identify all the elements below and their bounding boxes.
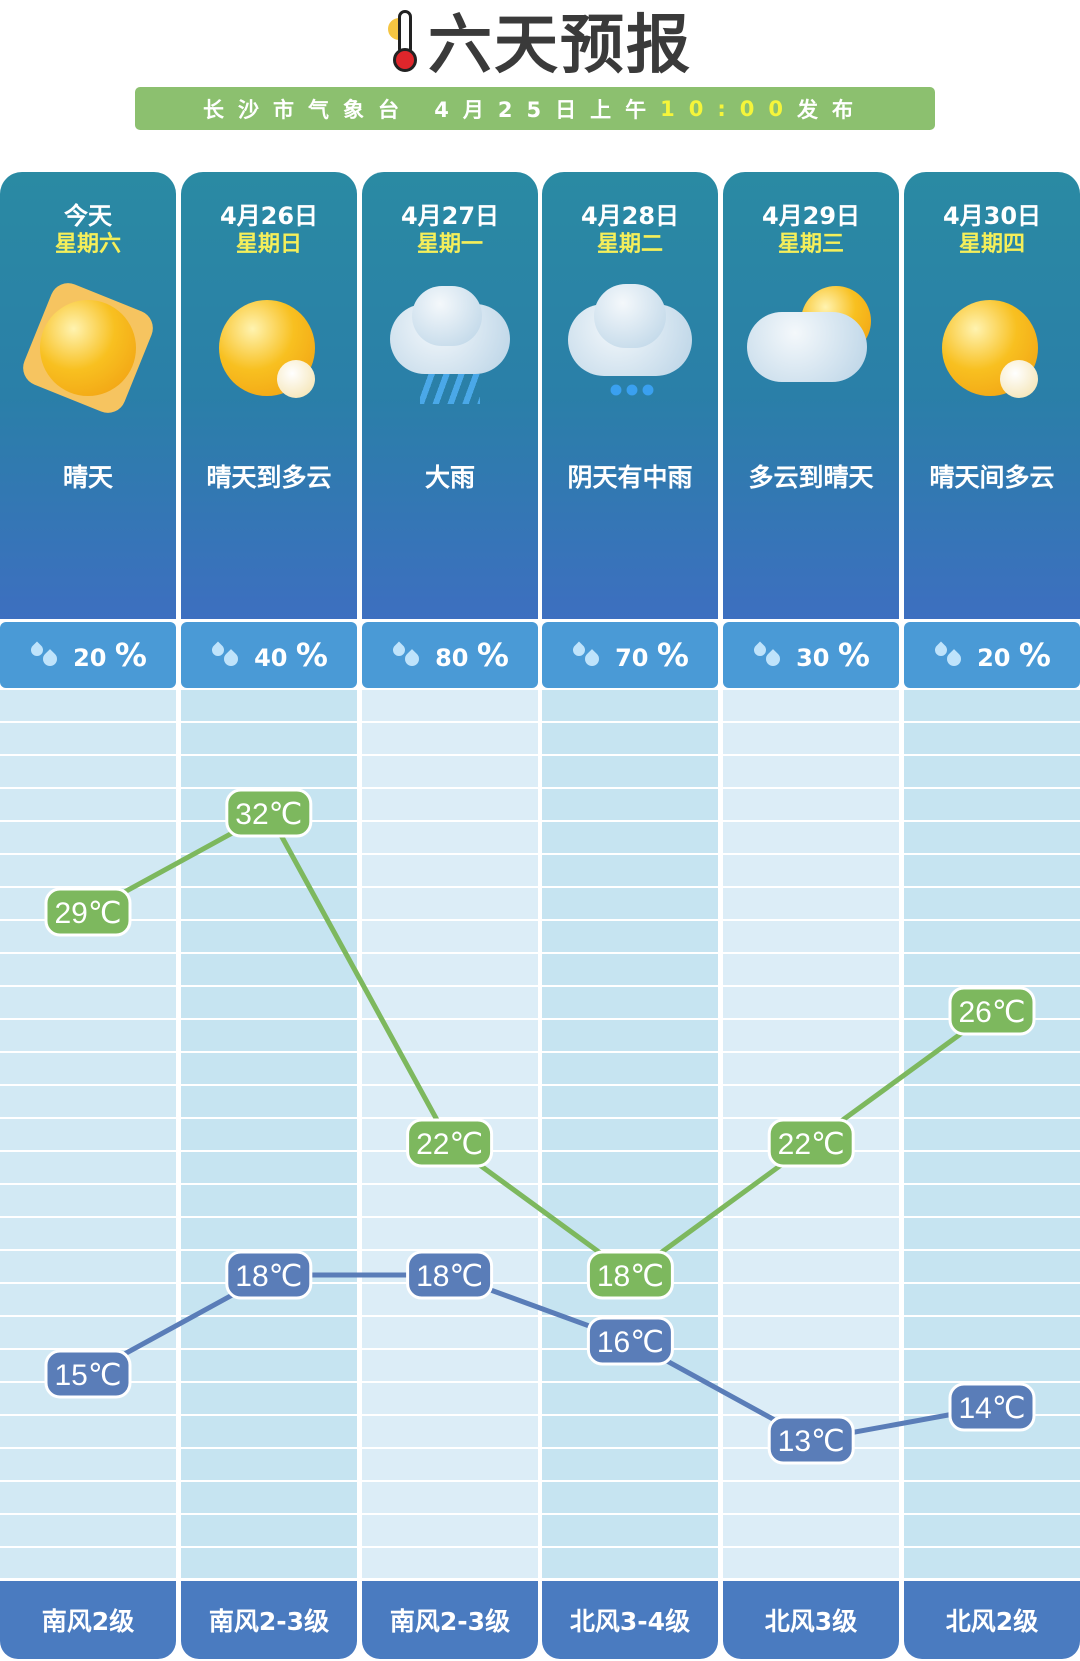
weather-description: 晴天到多云 <box>206 463 332 492</box>
percent-sign: % <box>295 636 328 674</box>
low-temp-line <box>86 1272 993 1443</box>
rain-value: 80 <box>435 644 469 672</box>
day-weekday: 星期四 <box>958 232 1025 257</box>
low-temp-label: 13℃ <box>778 1425 845 1458</box>
chart-column-bg <box>181 690 357 1578</box>
high-temp-label: 29℃ <box>54 897 121 930</box>
high-temp-label: 22℃ <box>416 1128 483 1161</box>
wind-label: 南风2-3级 <box>362 1581 538 1659</box>
weather-description: 大雨 <box>424 463 475 492</box>
high-temp-label: 26℃ <box>958 996 1025 1029</box>
day-weekday: 星期二 <box>596 232 663 257</box>
rain-value: 30 <box>796 644 830 672</box>
wind-label: 北风2级 <box>904 1581 1080 1659</box>
sun-icon <box>0 256 176 426</box>
page-title-area: 六天预报 <box>0 0 1080 83</box>
day-date: 4月26日 <box>219 202 319 230</box>
low-temp-point: 15℃ <box>44 1349 132 1399</box>
low-temp-label: 18℃ <box>416 1260 483 1293</box>
chart-column-bg <box>0 690 176 1578</box>
day-header: 4月30日 星期四 晴天间多云 <box>904 172 1080 619</box>
wind-label: 北风3级 <box>723 1581 899 1659</box>
low-temp-point: 18℃ <box>225 1250 313 1300</box>
rain-value: 70 <box>615 644 649 672</box>
thermometer-icon <box>388 8 418 72</box>
cloud-sun-icon <box>723 256 899 426</box>
weather-description: 晴天 <box>62 463 113 492</box>
sun-cloud-icon <box>181 256 357 426</box>
weather-description: 多云到晴天 <box>748 463 874 492</box>
wind-label: 北风3-4级 <box>542 1581 718 1659</box>
low-temp-point: 18℃ <box>406 1250 494 1300</box>
high-temp-line <box>86 809 994 1279</box>
percent-sign: % <box>837 636 870 674</box>
page-title: 六天预报 <box>428 9 692 83</box>
day-date: 4月27日 <box>400 202 500 230</box>
high-temp-label: 22℃ <box>778 1128 845 1161</box>
low-temp-label: 15℃ <box>54 1359 121 1392</box>
low-temp-label: 16℃ <box>597 1326 664 1359</box>
day-date: 4月28日 <box>580 202 680 230</box>
raindrop-icon <box>932 640 964 670</box>
raindrop-icon <box>209 640 241 670</box>
rain-probability: 40 % <box>181 622 357 688</box>
day-date: 4月29日 <box>761 202 861 230</box>
rain-value: 20 <box>977 644 1011 672</box>
high-temp-point: 22℃ <box>767 1118 855 1168</box>
low-temp-label: 14℃ <box>958 1392 1025 1425</box>
heavy-rain-icon <box>362 256 538 426</box>
day-header: 4月29日 星期三 多云到晴天 <box>723 172 899 619</box>
percent-sign: % <box>656 636 689 674</box>
high-temp-point: 22℃ <box>406 1118 494 1168</box>
day-weekday: 星期六 <box>54 232 121 257</box>
percent-sign: % <box>476 636 509 674</box>
high-temp-label: 32℃ <box>235 798 302 831</box>
wind-label: 南风2-3级 <box>181 1581 357 1659</box>
raindrop-icon <box>390 640 422 670</box>
issue-banner: 长沙市气象台 4月25日上午 10:00 发布 <box>135 87 935 130</box>
day-weekday: 星期日 <box>235 232 302 257</box>
rain-probability: 80 % <box>362 622 538 688</box>
high-temp-point: 26℃ <box>948 986 1036 1036</box>
high-temp-point: 18℃ <box>586 1250 674 1300</box>
rain-probability: 70 % <box>542 622 718 688</box>
rain-value: 40 <box>254 644 288 672</box>
rain-probability: 20 % <box>904 622 1080 688</box>
issue-source: 长沙市气象台 4月25日上午 <box>202 97 661 122</box>
low-temp-point: 13℃ <box>767 1415 855 1465</box>
day-weekday: 星期三 <box>777 232 844 257</box>
issue-time: 10:00 <box>660 96 797 121</box>
raindrop-icon <box>28 640 60 670</box>
cloud-rain-icon <box>542 256 718 426</box>
day-header: 4月27日 星期一 大雨 <box>362 172 538 619</box>
percent-sign: % <box>1018 636 1051 674</box>
rain-probability: 30 % <box>723 622 899 688</box>
weather-description: 晴天间多云 <box>929 463 1055 492</box>
low-temp-point: 16℃ <box>586 1316 674 1366</box>
sun-cloud-icon <box>904 256 1080 426</box>
day-weekday: 星期一 <box>416 232 483 257</box>
percent-sign: % <box>114 636 147 674</box>
raindrop-icon <box>751 640 783 670</box>
day-date: 4月30日 <box>942 202 1042 230</box>
high-temp-point: 29℃ <box>44 887 132 937</box>
weather-description: 阴天有中雨 <box>567 463 693 492</box>
high-temp-point: 32℃ <box>225 788 313 838</box>
rain-probability: 20 % <box>0 622 176 688</box>
day-header: 4月26日 星期日 晴天到多云 <box>181 172 357 619</box>
day-header: 4月28日 星期二 阴天有中雨 <box>542 172 718 619</box>
low-temp-label: 18℃ <box>235 1260 302 1293</box>
issue-suffix: 发布 <box>797 97 867 122</box>
raindrop-icon <box>570 640 602 670</box>
wind-label: 南风2级 <box>0 1581 176 1659</box>
chart-column-bg <box>542 690 718 1578</box>
high-temp-label: 18℃ <box>597 1260 664 1293</box>
temperature-chart: 29℃ 32℃ 22℃ 18℃ 22℃ 26℃ 15℃ 18℃ 18℃ 16℃ 13℃ 14℃ <box>44 788 1036 1465</box>
day-header: 今天 星期六 晴天 <box>0 172 176 619</box>
rain-value: 20 <box>73 644 107 672</box>
day-date: 今天 <box>64 202 112 230</box>
low-temp-point: 14℃ <box>948 1382 1036 1432</box>
